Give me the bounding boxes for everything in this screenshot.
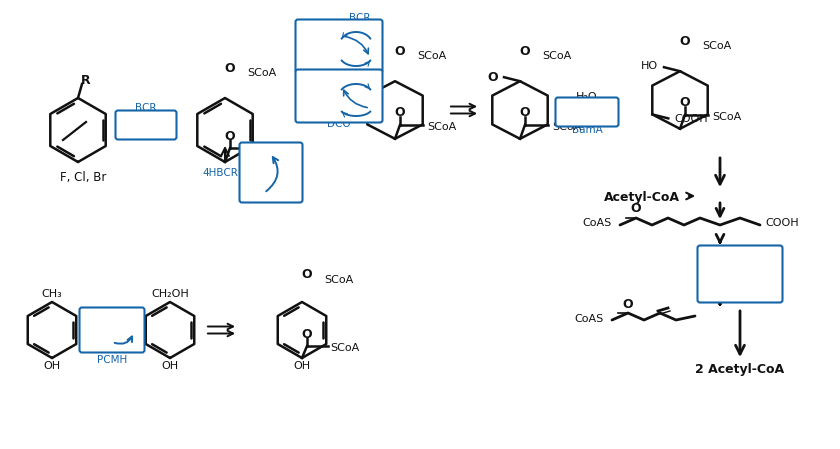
- Text: CO₂: CO₂: [717, 277, 740, 291]
- FancyBboxPatch shape: [697, 246, 783, 303]
- Text: CH₃: CH₃: [42, 289, 62, 299]
- Text: O: O: [631, 202, 641, 215]
- Text: Acetyl-CoA: Acetyl-CoA: [604, 190, 680, 203]
- Text: HO: HO: [641, 61, 658, 71]
- Text: GDH: GDH: [702, 249, 726, 259]
- Text: OH: OH: [293, 361, 311, 371]
- Text: H₂O: H₂O: [576, 92, 598, 102]
- FancyBboxPatch shape: [239, 142, 302, 202]
- Text: 2 Acetyl-CoA: 2 Acetyl-CoA: [696, 364, 785, 377]
- Text: 2[H]: 2[H]: [89, 331, 115, 344]
- Text: 4HBCR: 4HBCR: [202, 168, 238, 178]
- Text: 2[H]: 2[H]: [247, 175, 273, 188]
- Text: F, Cl, Br: F, Cl, Br: [60, 172, 106, 185]
- FancyBboxPatch shape: [296, 70, 382, 123]
- Text: SCoA: SCoA: [324, 275, 354, 285]
- Text: BamA: BamA: [572, 125, 602, 135]
- Text: SCoA: SCoA: [712, 112, 741, 122]
- Text: O: O: [395, 45, 406, 58]
- Text: BCR: BCR: [135, 103, 157, 113]
- Text: SCoA: SCoA: [257, 145, 286, 155]
- FancyBboxPatch shape: [80, 308, 144, 352]
- Text: H₂O: H₂O: [249, 150, 271, 163]
- Text: H₂O: H₂O: [302, 95, 323, 105]
- Text: CH₂OH: CH₂OH: [151, 289, 189, 299]
- Text: O: O: [680, 35, 690, 48]
- Text: O: O: [395, 106, 406, 119]
- Text: COOH: COOH: [765, 218, 799, 228]
- Text: BCR: BCR: [349, 13, 370, 23]
- Text: O: O: [487, 70, 498, 84]
- Text: SCoA: SCoA: [542, 51, 571, 61]
- Text: SCoA: SCoA: [417, 51, 446, 61]
- Text: R: R: [81, 74, 91, 87]
- Text: O: O: [302, 268, 312, 281]
- Text: CoAS: CoAS: [583, 218, 612, 228]
- Text: SCoA: SCoA: [702, 41, 732, 51]
- Text: O: O: [224, 62, 235, 75]
- Text: SCoA: SCoA: [247, 68, 276, 78]
- FancyBboxPatch shape: [296, 19, 382, 72]
- Text: COOH: COOH: [675, 114, 708, 124]
- Text: SCoA: SCoA: [552, 122, 581, 132]
- Text: O: O: [224, 129, 235, 142]
- Text: CoAS: CoAS: [575, 314, 604, 324]
- Text: PCMH: PCMH: [97, 355, 127, 365]
- Text: SCoA: SCoA: [427, 122, 456, 132]
- Text: O: O: [680, 96, 690, 109]
- Text: SCoA: SCoA: [330, 343, 360, 353]
- Text: O: O: [520, 106, 530, 119]
- Text: 2[H]: 2[H]: [715, 257, 742, 270]
- Text: O: O: [520, 45, 530, 58]
- Text: DCO: DCO: [328, 119, 351, 129]
- Text: O₂: O₂: [346, 95, 360, 105]
- FancyBboxPatch shape: [116, 110, 176, 140]
- Text: O: O: [622, 298, 633, 311]
- Text: OH: OH: [161, 361, 179, 371]
- FancyBboxPatch shape: [555, 97, 618, 127]
- Text: 2[H]: 2[H]: [299, 26, 325, 39]
- Text: O: O: [302, 327, 312, 340]
- Text: OH: OH: [44, 361, 60, 371]
- Text: H₂O: H₂O: [91, 313, 113, 326]
